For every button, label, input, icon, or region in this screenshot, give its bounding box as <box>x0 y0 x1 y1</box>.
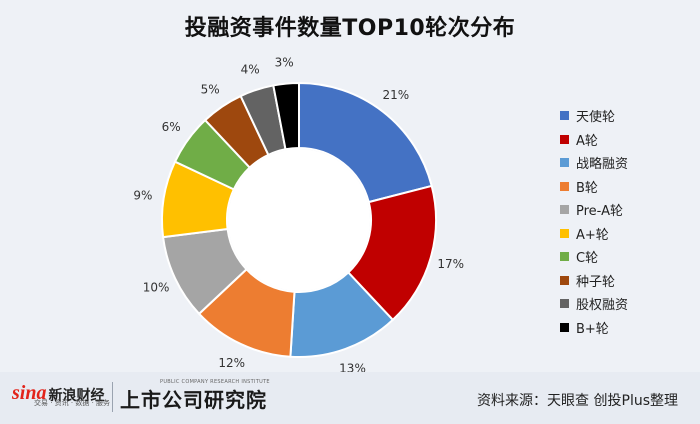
sina-tagline: 交易 · 资讯 · 数据 · 服务 <box>34 399 111 407</box>
footer-divider <box>112 382 113 412</box>
legend-swatch <box>560 205 569 215</box>
legend-label: 天使轮 <box>576 110 616 126</box>
data-label-7: 6% <box>162 120 181 134</box>
institute-logo: 上市公司研究院 <box>120 388 267 412</box>
legend-item-7: C轮 <box>560 245 628 269</box>
data-label-6: 9% <box>133 188 152 202</box>
legend-item-3: 战略融资 <box>560 151 628 175</box>
data-label-8: 5% <box>201 82 220 96</box>
sina-wordmark: sina <box>12 382 47 404</box>
legend-swatch <box>560 228 569 238</box>
donut-chart: 21% 17% 13% 12% 10% 9% 6% 5% 4% 3% <box>133 56 464 372</box>
legend-label: 战略融资 <box>576 157 629 173</box>
chart-legend: 天使轮 A轮战略融资 B轮 Pre-A轮 A+轮 C轮种子轮股权融资 B+轮 <box>560 104 628 339</box>
legend-item-9: 股权融资 <box>560 292 628 316</box>
legend-swatch <box>560 158 569 168</box>
legend-item-1: 天使轮 <box>560 104 628 128</box>
legend-label: 股权融资 <box>576 298 629 314</box>
legend-item-4: B轮 <box>560 175 628 199</box>
donut-slice-2 <box>346 184 437 322</box>
sina-finance-name: 新浪财经 <box>48 388 105 404</box>
legend-label: B+轮 <box>576 321 609 337</box>
legend-swatch <box>560 299 569 309</box>
data-label-4: 12% <box>218 356 245 370</box>
data-label-3: 13% <box>339 362 366 372</box>
data-source: 资料来源：天眼查 创投Plus整理 <box>477 393 678 409</box>
donut-hole <box>228 149 370 291</box>
legend-swatch <box>560 322 569 332</box>
footer: sina 新浪财经 交易 · 资讯 · 数据 · 服务 PUBLIC COMPA… <box>0 372 700 424</box>
legend-label: C轮 <box>576 251 599 267</box>
donut-slice-10 <box>272 81 300 151</box>
legend-swatch <box>560 134 569 144</box>
legend-swatch <box>560 252 569 262</box>
legend-swatch <box>560 181 569 191</box>
sina-logo: sina 新浪财经 <box>12 382 104 405</box>
data-label-2: 17% <box>437 257 464 271</box>
legend-item-10: B+轮 <box>560 316 628 340</box>
legend-label: A+轮 <box>576 227 609 243</box>
chart-title: 投融资事件数量TOP10轮次分布 <box>184 16 516 41</box>
legend-label: B轮 <box>576 180 598 196</box>
legend-item-5: Pre-A轮 <box>560 198 628 222</box>
legend-item-6: A+轮 <box>560 222 628 246</box>
legend-label: 种子轮 <box>576 274 616 290</box>
legend-item-8: 种子轮 <box>560 269 628 293</box>
legend-item-2: A轮 <box>560 128 628 152</box>
legend-swatch <box>560 275 569 285</box>
institute-english-name: PUBLIC COMPANY RESEARCH INSTITUTE <box>160 379 270 385</box>
data-label-10: 3% <box>275 56 294 70</box>
data-label-9: 4% <box>241 63 260 77</box>
data-label-5: 10% <box>143 280 170 294</box>
donut-slice-1 <box>298 81 433 204</box>
legend-label: Pre-A轮 <box>576 204 623 220</box>
legend-swatch <box>560 111 569 121</box>
legend-label: A轮 <box>576 133 598 149</box>
data-label-1: 21% <box>383 88 410 102</box>
